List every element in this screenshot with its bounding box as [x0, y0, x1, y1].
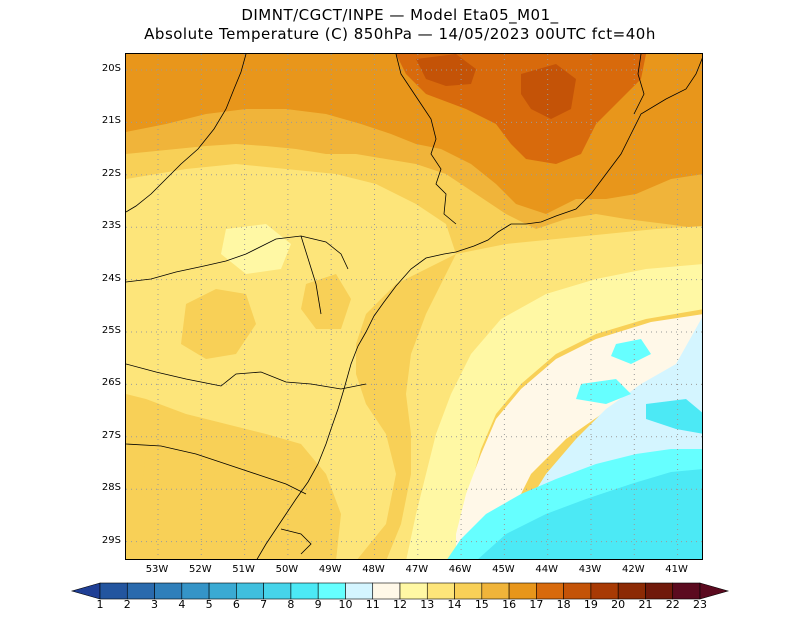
lon-label-44W: 44W	[535, 564, 558, 575]
field-band-13	[406, 264, 702, 559]
lon-label-48W: 48W	[362, 564, 385, 575]
lon-label-46W: 46W	[448, 564, 472, 575]
colorbar-label-4: 4	[178, 598, 186, 611]
colorbar-box-2	[126, 582, 155, 600]
colorbar-label-20: 20	[611, 598, 626, 611]
colorbar-box-19	[590, 582, 619, 600]
temperature-map	[125, 53, 703, 560]
colorbar-box-8	[290, 582, 319, 600]
coastline-borders	[126, 54, 702, 559]
colorbar-label-13: 13	[420, 598, 435, 611]
colorbar-arrow-right	[699, 582, 730, 600]
colorbar-box-1	[99, 582, 128, 600]
colorbar-label-16: 16	[502, 598, 517, 611]
colorbar-box-5	[208, 582, 237, 600]
colorbar-label-21: 21	[638, 598, 653, 611]
lon-label-42W: 42W	[621, 564, 645, 575]
lat-label-20S: 20S	[101, 63, 121, 74]
field-band-9	[478, 399, 702, 559]
lat-label-23S: 23S	[101, 220, 121, 232]
colorbar-label-1: 1	[96, 598, 104, 611]
colorbar-arrow-left	[70, 582, 101, 600]
colorbar-box-4	[181, 582, 210, 600]
colorbar-label-17: 17	[529, 598, 544, 611]
map-title-line2: Absolute Temperature (C) 850hPa — 14/05/…	[144, 25, 656, 43]
colorbar	[70, 582, 730, 600]
colorbar-label-9: 9	[314, 598, 322, 611]
lat-label-27S: 27S	[101, 429, 121, 441]
colorbar-box-21	[645, 582, 674, 600]
colorbar-label-6: 6	[232, 598, 240, 611]
colorbar-label-8: 8	[287, 598, 295, 611]
colorbar-label-14: 14	[447, 598, 462, 611]
colorbar-label-15: 15	[474, 598, 489, 611]
colorbar-box-7	[263, 582, 292, 600]
colorbar-label-18: 18	[556, 598, 571, 611]
colorbar-label-11: 11	[365, 598, 380, 611]
colorbar-box-9	[317, 582, 346, 600]
colorbar-box-16	[508, 582, 537, 600]
lon-label-45W: 45W	[492, 564, 515, 575]
lon-label-41W: 41W	[665, 564, 688, 575]
colorbar-label-7: 7	[260, 598, 268, 611]
lat-label-25S: 25S	[101, 325, 121, 336]
colorbar-box-18	[563, 582, 592, 600]
colorbar-box-6	[236, 582, 264, 600]
colorbar-label-5: 5	[205, 598, 213, 611]
lat-label-26S: 26S	[101, 377, 121, 389]
colorbar-box-20	[617, 582, 646, 600]
lon-label-43W: 43W	[578, 564, 602, 575]
lat-label-29S: 29S	[101, 534, 121, 546]
field-band-14b	[386, 226, 702, 559]
colorbar-label-2: 2	[123, 598, 131, 611]
map-title-line1: DIMNT/CGCT/INPE — Model Eta05_M01_	[241, 6, 559, 24]
colorbar-label-10: 10	[338, 598, 353, 611]
lon-label-51W: 51W	[232, 564, 255, 575]
lon-label-49W: 49W	[318, 564, 342, 575]
colorbar-box-3	[154, 582, 183, 600]
colorbar-box-15	[481, 582, 510, 600]
colorbar-label-22: 22	[665, 598, 680, 611]
colorbar-label-12: 12	[393, 598, 407, 611]
colorbar-box-10	[345, 582, 374, 600]
colorbar-box-22	[672, 582, 701, 600]
lat-label-28S: 28S	[101, 482, 121, 494]
colorbar-box-17	[536, 582, 564, 600]
colorbar-label-3: 3	[151, 598, 159, 611]
field-band-14	[126, 164, 456, 559]
lon-label-52W: 52W	[188, 564, 212, 575]
lon-label-47W: 47W	[405, 564, 429, 575]
lat-label-24S: 24S	[101, 272, 121, 284]
field-band-15-island	[141, 274, 351, 524]
colorbar-box-11	[372, 582, 401, 600]
colorbar-box-13	[426, 582, 455, 600]
lat-label-22S: 22S	[101, 167, 121, 179]
temperature-contours	[126, 54, 702, 559]
map-canvas	[126, 54, 702, 559]
colorbar-box-14	[454, 582, 483, 600]
colorbar-label-23: 23	[693, 598, 707, 611]
lat-label-21S: 21S	[101, 115, 121, 127]
lon-label-50W: 50W	[275, 564, 299, 575]
lon-label-53W: 53W	[145, 564, 169, 575]
colorbar-label-19: 19	[583, 598, 598, 611]
colorbar-box-12	[399, 582, 428, 600]
